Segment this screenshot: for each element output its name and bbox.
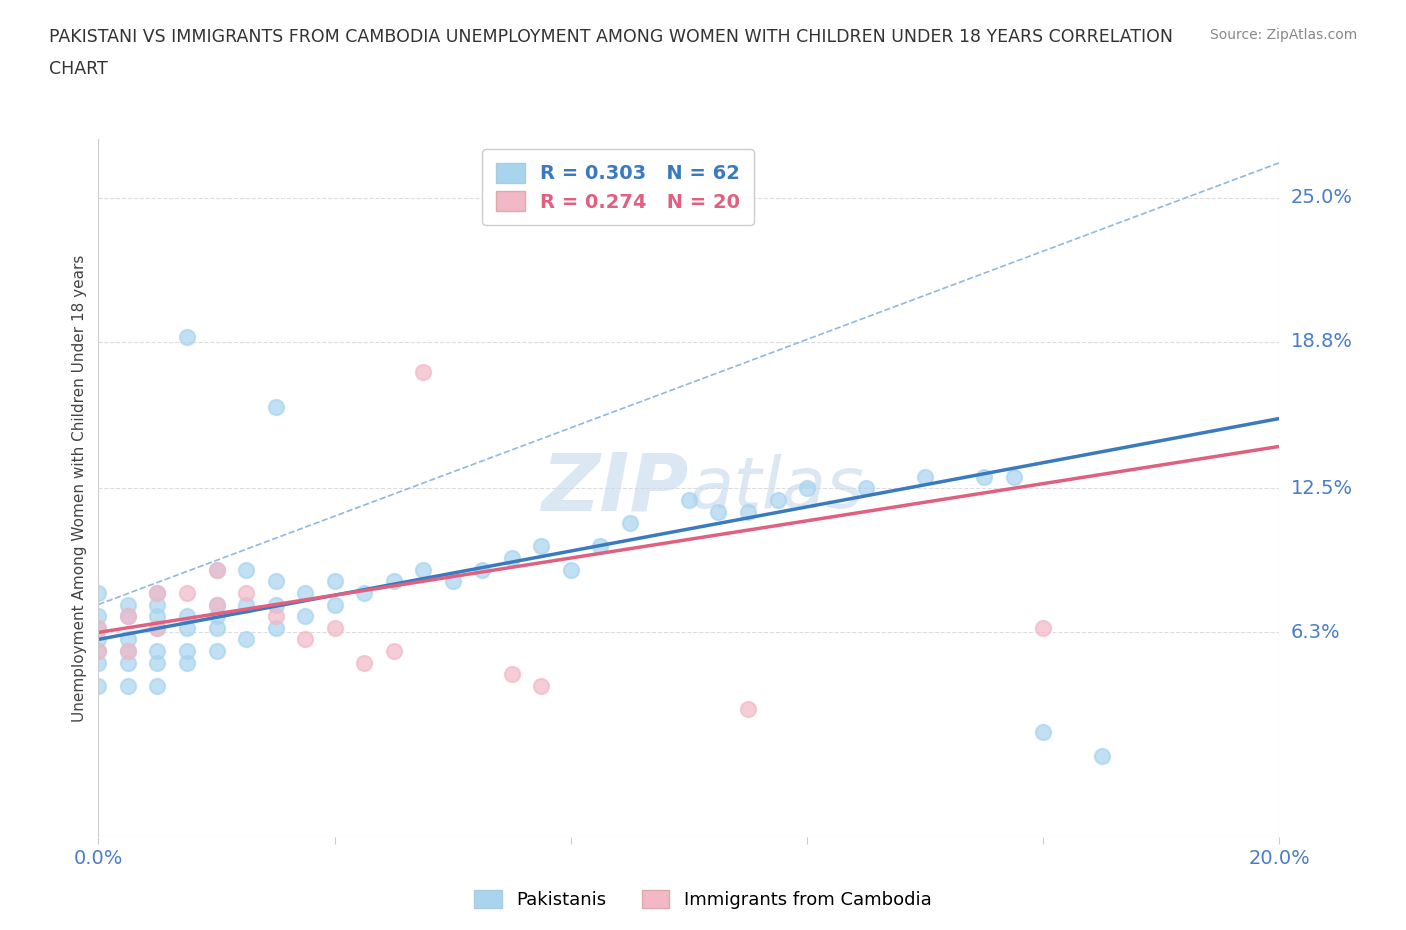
Y-axis label: Unemployment Among Women with Children Under 18 years: Unemployment Among Women with Children U… bbox=[72, 255, 87, 722]
Point bbox=[205, 562, 228, 577]
Point bbox=[146, 586, 169, 601]
Point bbox=[235, 632, 257, 647]
Point bbox=[678, 493, 700, 508]
Point bbox=[235, 586, 257, 601]
Point bbox=[176, 330, 198, 345]
Point bbox=[973, 470, 995, 485]
Text: 12.5%: 12.5% bbox=[1291, 479, 1353, 498]
Point bbox=[176, 586, 198, 601]
Point bbox=[501, 551, 523, 565]
Point bbox=[323, 574, 346, 589]
Point bbox=[471, 562, 494, 577]
Point bbox=[323, 620, 346, 635]
Point bbox=[87, 656, 110, 671]
Point bbox=[205, 644, 228, 658]
Point bbox=[205, 620, 228, 635]
Point bbox=[530, 539, 553, 554]
Point bbox=[87, 620, 110, 635]
Point bbox=[264, 609, 287, 624]
Point bbox=[294, 609, 316, 624]
Point bbox=[766, 493, 789, 508]
Point bbox=[264, 400, 287, 415]
Text: ZIP: ZIP bbox=[541, 449, 689, 527]
Point bbox=[176, 644, 198, 658]
Point bbox=[441, 574, 464, 589]
Point bbox=[117, 656, 139, 671]
Point bbox=[146, 656, 169, 671]
Point bbox=[87, 644, 110, 658]
Point bbox=[530, 679, 553, 694]
Point bbox=[87, 620, 110, 635]
Point bbox=[412, 365, 434, 379]
Point bbox=[117, 632, 139, 647]
Point bbox=[87, 632, 110, 647]
Point bbox=[1032, 725, 1054, 740]
Point bbox=[294, 632, 316, 647]
Point bbox=[87, 679, 110, 694]
Point bbox=[560, 562, 582, 577]
Point bbox=[117, 597, 139, 612]
Point bbox=[146, 644, 169, 658]
Point bbox=[323, 597, 346, 612]
Point bbox=[146, 679, 169, 694]
Text: Source: ZipAtlas.com: Source: ZipAtlas.com bbox=[1209, 28, 1357, 42]
Point bbox=[382, 574, 405, 589]
Point bbox=[855, 481, 877, 496]
Point bbox=[264, 597, 287, 612]
Point bbox=[87, 609, 110, 624]
Point bbox=[146, 586, 169, 601]
Point bbox=[1002, 470, 1025, 485]
Point bbox=[176, 609, 198, 624]
Point bbox=[619, 516, 641, 531]
Point bbox=[176, 620, 198, 635]
Point bbox=[146, 597, 169, 612]
Point bbox=[117, 679, 139, 694]
Point bbox=[87, 586, 110, 601]
Point bbox=[117, 609, 139, 624]
Text: atlas: atlas bbox=[689, 454, 863, 523]
Point bbox=[737, 504, 759, 519]
Point bbox=[412, 562, 434, 577]
Point bbox=[914, 470, 936, 485]
Point bbox=[796, 481, 818, 496]
Point bbox=[264, 574, 287, 589]
Point bbox=[117, 644, 139, 658]
Point bbox=[146, 609, 169, 624]
Point bbox=[264, 620, 287, 635]
Text: 6.3%: 6.3% bbox=[1291, 623, 1340, 642]
Text: 25.0%: 25.0% bbox=[1291, 188, 1353, 207]
Point bbox=[117, 609, 139, 624]
Point bbox=[205, 562, 228, 577]
Legend: Pakistanis, Immigrants from Cambodia: Pakistanis, Immigrants from Cambodia bbox=[467, 883, 939, 916]
Point bbox=[146, 620, 169, 635]
Text: PAKISTANI VS IMMIGRANTS FROM CAMBODIA UNEMPLOYMENT AMONG WOMEN WITH CHILDREN UND: PAKISTANI VS IMMIGRANTS FROM CAMBODIA UN… bbox=[49, 28, 1173, 46]
Point bbox=[205, 609, 228, 624]
Point bbox=[1091, 748, 1114, 763]
Point bbox=[589, 539, 612, 554]
Point bbox=[117, 644, 139, 658]
Text: 18.8%: 18.8% bbox=[1291, 332, 1353, 352]
Point bbox=[176, 656, 198, 671]
Point bbox=[235, 562, 257, 577]
Point bbox=[707, 504, 730, 519]
Point bbox=[382, 644, 405, 658]
Point bbox=[353, 586, 375, 601]
Point bbox=[235, 597, 257, 612]
Point bbox=[205, 597, 228, 612]
Legend: R = 0.303   N = 62, R = 0.274   N = 20: R = 0.303 N = 62, R = 0.274 N = 20 bbox=[482, 149, 754, 225]
Point bbox=[737, 701, 759, 716]
Point bbox=[146, 620, 169, 635]
Text: CHART: CHART bbox=[49, 60, 108, 78]
Point bbox=[205, 597, 228, 612]
Point bbox=[1032, 620, 1054, 635]
Point bbox=[87, 644, 110, 658]
Point bbox=[353, 656, 375, 671]
Point bbox=[294, 586, 316, 601]
Point bbox=[501, 667, 523, 682]
